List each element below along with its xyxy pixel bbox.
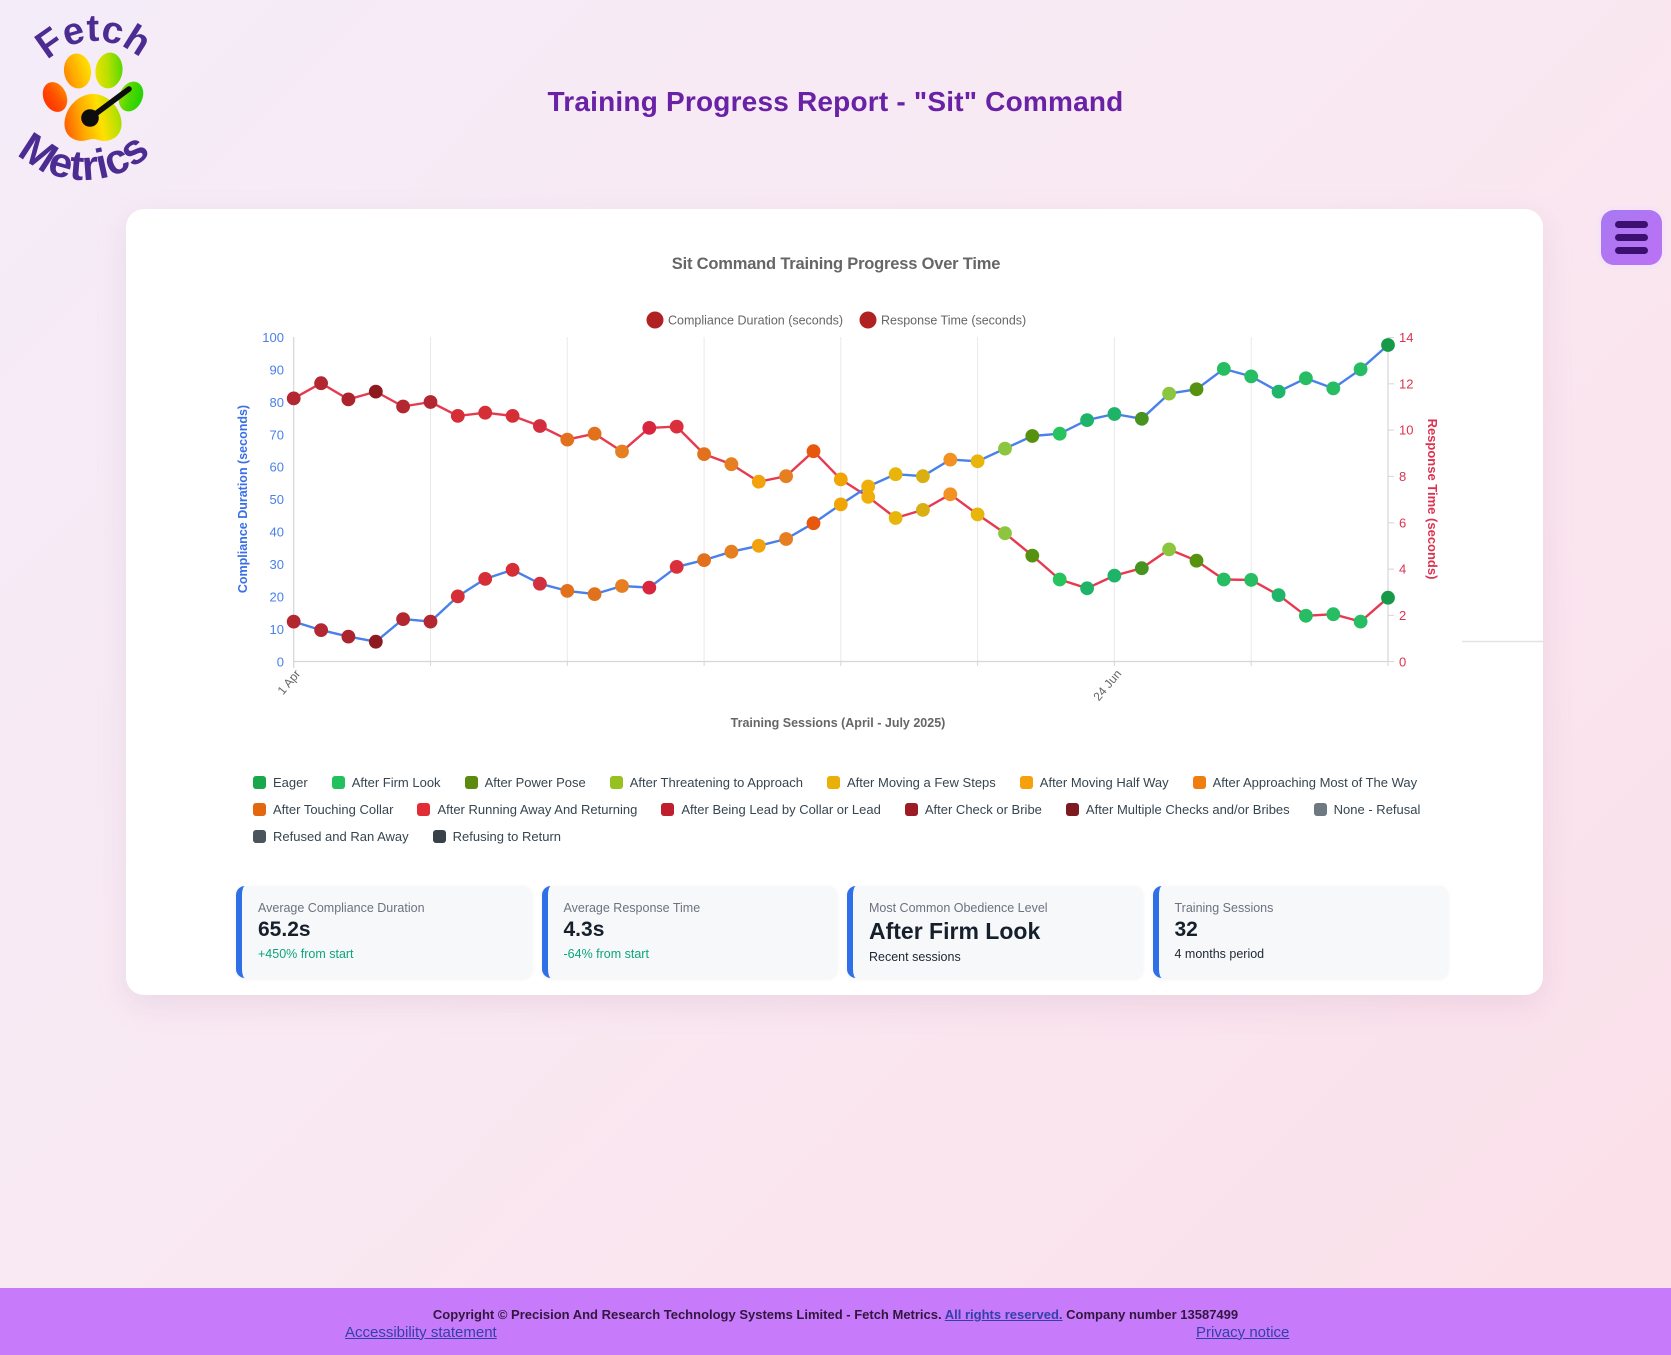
svg-text:12: 12 [1399,376,1413,391]
svg-text:0: 0 [1399,654,1406,669]
svg-text:Response Time (seconds): Response Time (seconds) [1425,419,1440,580]
svg-text:90: 90 [270,363,284,378]
svg-text:14: 14 [1399,330,1413,345]
svg-text:4: 4 [1399,562,1406,577]
svg-text:1 Apr: 1 Apr [275,667,304,697]
svg-text:6: 6 [1399,515,1406,530]
svg-text:70: 70 [270,427,284,442]
svg-text:2: 2 [1399,608,1406,623]
svg-text:10: 10 [270,622,284,637]
svg-text:20: 20 [270,589,284,604]
svg-text:0: 0 [277,654,284,669]
svg-text:24 Jun: 24 Jun [1090,667,1124,704]
svg-text:Compliance Duration (seconds): Compliance Duration (seconds) [668,314,843,328]
svg-text:Response Time (seconds): Response Time (seconds) [881,314,1026,328]
svg-text:50: 50 [270,492,284,507]
svg-text:Training Sessions (April - Jul: Training Sessions (April - July 2025) [731,716,946,730]
svg-text:80: 80 [270,395,284,410]
svg-text:30: 30 [270,557,284,572]
svg-text:60: 60 [270,460,284,475]
svg-text:Compliance Duration (seconds): Compliance Duration (seconds) [236,405,250,593]
svg-text:Sit Command Training Progress: Sit Command Training Progress Over Time [672,255,1000,273]
svg-text:8: 8 [1399,469,1406,484]
svg-text:100: 100 [262,330,284,345]
svg-text:40: 40 [270,525,284,540]
svg-text:10: 10 [1399,423,1413,438]
svg-text:Fetch: Fetch [28,8,158,67]
